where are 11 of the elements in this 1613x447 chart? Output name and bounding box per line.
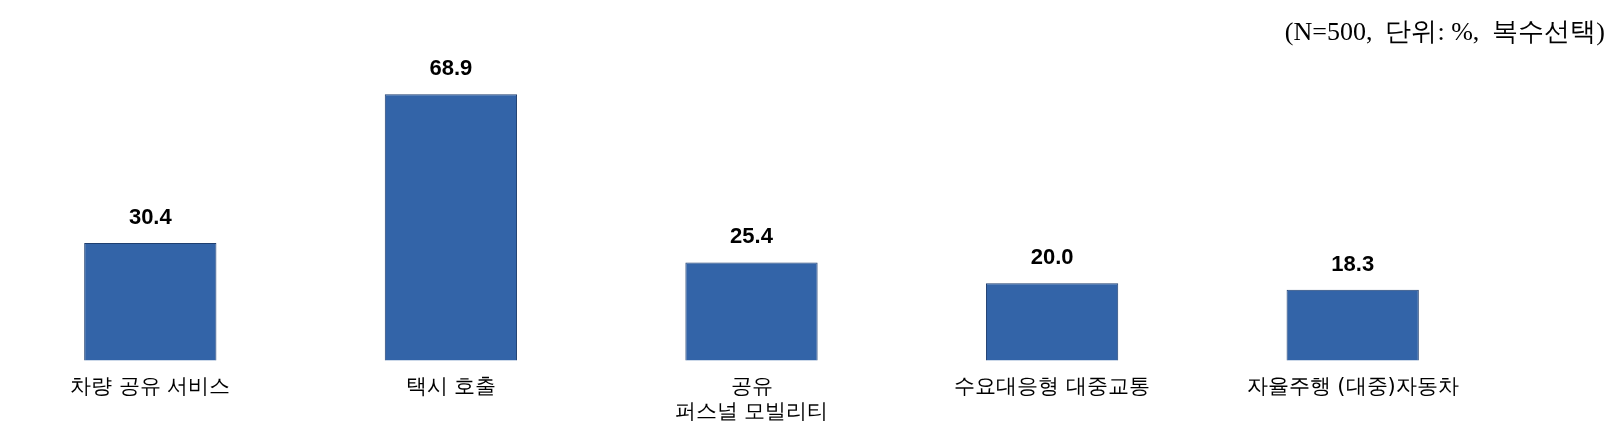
x-tick-label: 공유 퍼스널 모빌리티 [674,373,829,423]
data-label: 68.9 [429,55,473,81]
x-tick-label: 택시 호출 [405,373,497,398]
data-label: 25.4 [730,223,774,249]
x-tick-label: 수요대응형 대중교통 [954,373,1150,398]
x-tick-label: 차량 공유 서비스 [70,373,231,398]
data-label: 20.0 [1030,244,1074,270]
data-label: 18.3 [1331,250,1375,276]
x-tick-label: 자율주행 (대중)자동차 [1246,373,1459,398]
text: (N=500, 단위: %, 복수선택) [1284,16,1605,48]
data-label: 30.4 [128,204,173,230]
